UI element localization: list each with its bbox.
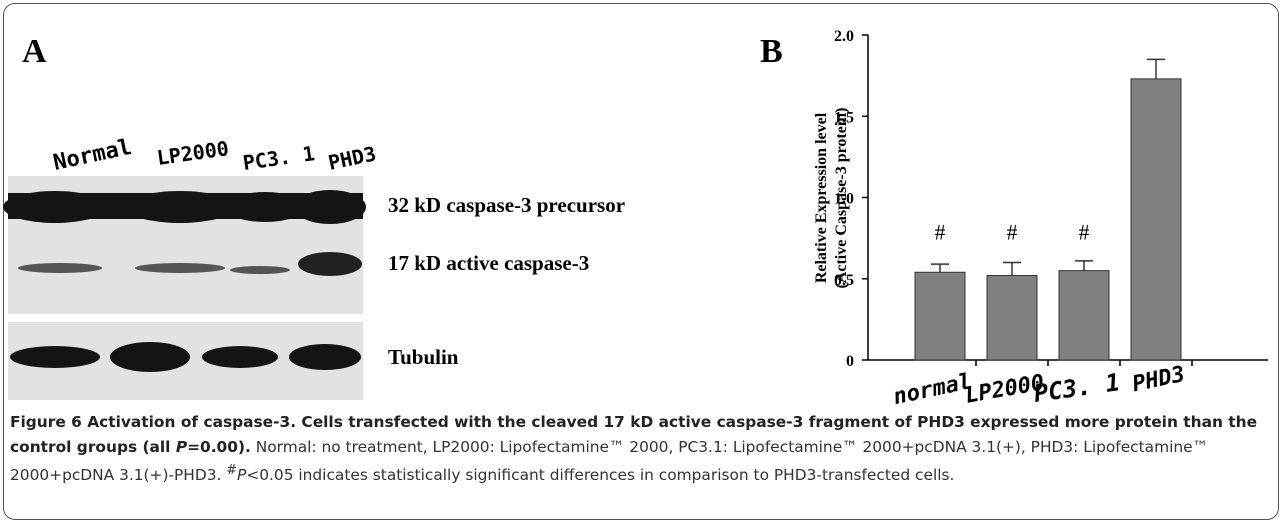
x-tick-label: PC3. 1 (1032, 368, 1122, 408)
band-label: 17 kD active caspase-3 (388, 251, 589, 275)
caption-text: =0.00). (187, 438, 251, 456)
significance-mark: # (1079, 220, 1090, 245)
blot-bands (3, 190, 366, 224)
lane-label: Normal (51, 135, 134, 176)
lane-label: PHD3 (326, 141, 378, 174)
x-tick-label: normal (891, 369, 974, 410)
figure: A Normal LP2000 PC3. 1 PHD3 32 kD caspas… (0, 0, 1282, 410)
lane-label: PC3. 1 (241, 141, 316, 175)
x-tick-label: PHD3 (1130, 362, 1187, 397)
y-axis-title: Relative Expression level (813, 112, 830, 283)
band-label: Tubulin (388, 345, 459, 369)
y-tick-label: 1.5 (834, 109, 854, 126)
caption-text: P (176, 438, 187, 456)
caption-text: # (226, 463, 237, 478)
significance-mark: # (1007, 220, 1018, 245)
bar (987, 276, 1037, 361)
caption-text: <0.05 indicates statistically significan… (246, 466, 954, 484)
y-tick-label: 1.0 (834, 191, 854, 208)
y-tick-label: 0 (846, 353, 854, 370)
y-tick-label: 2.0 (834, 28, 854, 45)
y-tick-label: 0.5 (834, 272, 854, 289)
bar (915, 272, 965, 360)
panel-letter: B (760, 33, 783, 70)
caption: Figure 6 Activation of caspase-3. Cells … (10, 410, 1272, 488)
bar (1131, 79, 1181, 360)
caption-text: P (237, 466, 246, 484)
page: A Normal LP2000 PC3. 1 PHD3 32 kD caspas… (0, 0, 1282, 523)
bar (1059, 271, 1109, 360)
lane-label: LP2000 (155, 136, 230, 170)
significance-mark: # (935, 220, 946, 245)
band-label: 32 kD caspase-3 precursor (388, 193, 625, 217)
panel-letter: A (22, 33, 47, 70)
